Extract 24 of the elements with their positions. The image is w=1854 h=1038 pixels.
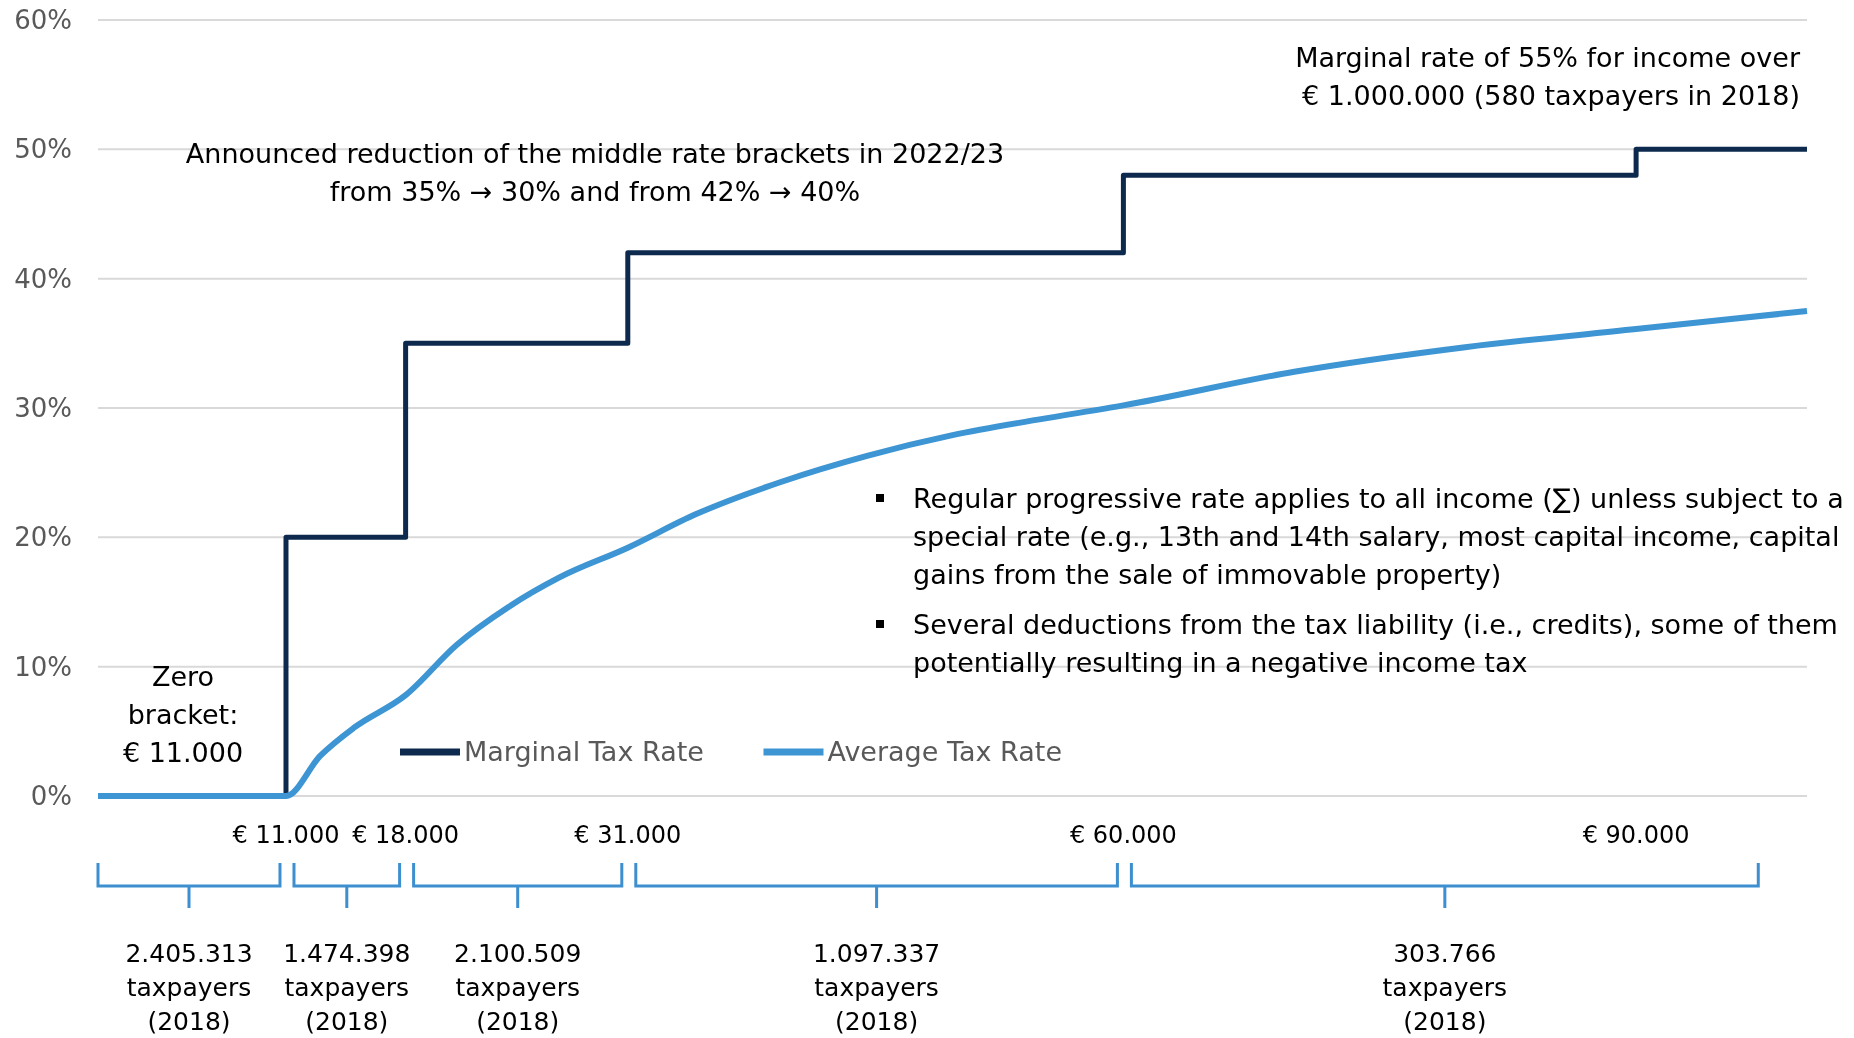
- y-tick-label: 50%: [14, 134, 72, 165]
- text: 2.100.509 taxpayers (2018): [454, 939, 582, 1036]
- x-tick-label: € 18.000: [352, 821, 460, 849]
- y-tick-label: 10%: [14, 651, 72, 682]
- y-tick-label: 60%: [14, 5, 72, 36]
- legend-label: Marginal Tax Rate: [464, 736, 704, 768]
- annotation: Marginal rate of 55% for income over € 1.000.000 (580 taxpayers in 2018): [1295, 42, 1801, 111]
- annotation: Announced reduction of the middle rate brackets in 2022/23 from 35% → 30% and from 42% → 40%: [185, 138, 1005, 207]
- x-tick-label: € 31.000: [574, 821, 682, 849]
- annotation: Regular progressive rate applies to all income (∑) unless subject to a special rate (e.g., 13th and 14th salary, most capital income, capital gains from the sale of immovable property): [913, 483, 1844, 590]
- y-tick-label: 40%: [14, 263, 72, 294]
- y-tick-label: 0%: [30, 781, 72, 812]
- text: 303.766 taxpayers (2018): [1382, 939, 1508, 1036]
- y-tick-label: 20%: [14, 522, 72, 553]
- text: 2.405.313 taxpayers (2018): [125, 939, 253, 1036]
- text: 1.097.337 taxpayers (2018): [812, 939, 941, 1036]
- annotation: Several deductions from the tax liability (i.e., credits), some of them potentially resulting in a negative income tax: [913, 609, 1838, 678]
- x-tick-label: € 90.000: [1582, 821, 1690, 849]
- x-tick-label: € 60.000: [1069, 821, 1177, 849]
- annotation: Zero bracket: € 11.000: [122, 661, 244, 768]
- legend-label: Average Tax Rate: [827, 736, 1062, 768]
- text: 1.474.398 taxpayers (2018): [283, 939, 411, 1036]
- x-tick-label: € 11.000: [232, 821, 340, 849]
- y-tick-label: 30%: [14, 393, 72, 424]
